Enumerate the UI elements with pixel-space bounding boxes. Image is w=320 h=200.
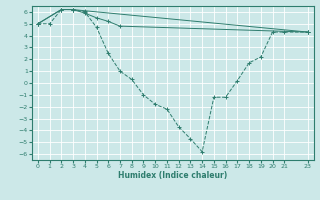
X-axis label: Humidex (Indice chaleur): Humidex (Indice chaleur) (118, 171, 228, 180)
